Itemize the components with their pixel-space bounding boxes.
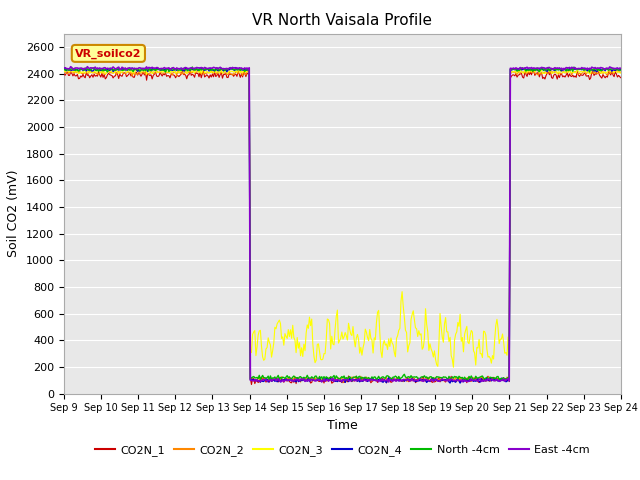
Text: VR_soilco2: VR_soilco2 <box>75 48 141 59</box>
Title: VR North Vaisala Profile: VR North Vaisala Profile <box>252 13 433 28</box>
Legend: CO2N_1, CO2N_2, CO2N_3, CO2N_4, North -4cm, East -4cm: CO2N_1, CO2N_2, CO2N_3, CO2N_4, North -4… <box>90 440 595 460</box>
X-axis label: Time: Time <box>327 419 358 432</box>
Y-axis label: Soil CO2 (mV): Soil CO2 (mV) <box>8 170 20 257</box>
